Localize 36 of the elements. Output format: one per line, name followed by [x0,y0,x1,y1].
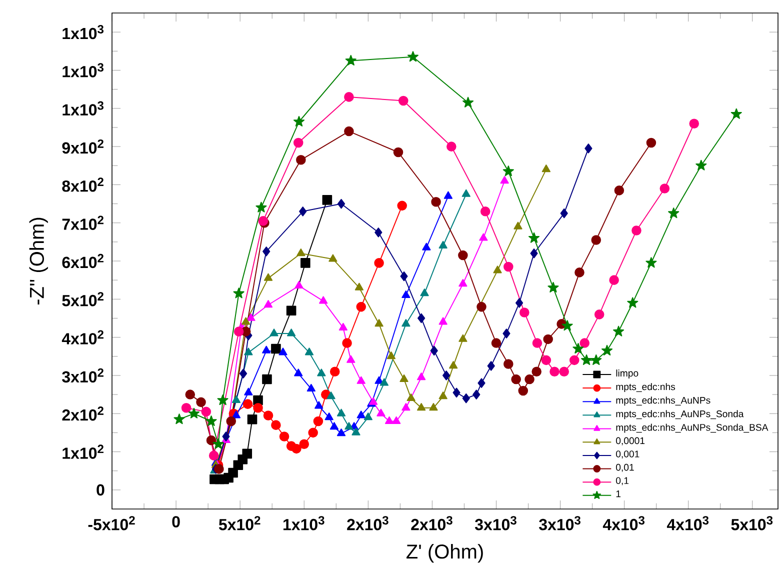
y-tick-label: 1x10$^{3}$ [62,24,104,40]
y-tick-label: 8x10$^{2}$ [62,178,104,192]
x-tick-label: 5x10$^{3}$ [731,516,773,530]
x-tick-label: 1x10$^{3}$ [283,516,324,530]
y-tick-label: 1x10$^{3}$ [62,63,104,78]
y-tick-label: 1x10$^{2}$ [62,444,104,459]
legend-label: 0,1 [616,477,629,486]
x-tick-label: 2x10$^{3}$ [347,516,388,530]
y-tick-label: 9x10$^{2}$ [62,139,104,154]
legend-label: mpts_edc:nhs [616,383,676,392]
y-tick-label: 1x10$^{3}$ [62,101,104,116]
x-tick-label: 2x10$^{3}$ [411,516,452,530]
legend-label: mpts_edc:nhs_AuNPs_Sonda_BSA [616,424,768,433]
x-tick-label: 4x10$^{3}$ [602,516,645,530]
x-tick-label: 4x10$^{3}$ [666,516,709,530]
x-tick-label: 5x10$^{2}$ [218,516,260,530]
y-tick-label: 2x10$^{2}$ [62,406,104,421]
legend-label: mpts_edc:nhs_AuNPs [616,396,710,406]
legend-label: 0,001 [616,450,640,459]
x-tick-label: -5x10$^{2}$ [88,516,135,530]
y-tick-label: 3x10$^{2}$ [62,368,104,383]
legend-label: mpts_edc:nhs_AuNPs_Sonda [616,410,744,420]
y-tick-label: 0 [96,484,104,496]
x-tick-label: 3x10$^{3}$ [539,516,580,530]
y-tick-label: 5x10$^{2}$ [62,292,104,306]
y-tick-label: 7x10$^{2}$ [62,216,104,230]
y-tick-label: 4x10$^{2}$ [62,330,104,344]
x-tick-label: 3x10$^{3}$ [474,516,516,530]
legend-label: 0,01 [616,464,634,472]
legend-label: 1 [616,490,620,498]
x-tick-label: 0 [172,516,180,528]
x-axis-title: Z' (Ohm) [406,544,483,563]
y-tick-label: 6x10$^{2}$ [62,254,104,268]
legend-label: limpo [616,370,638,378]
y-axis-title: -Z'' (Ohm) [29,218,48,304]
legend-label: 0,0001 [616,437,645,446]
